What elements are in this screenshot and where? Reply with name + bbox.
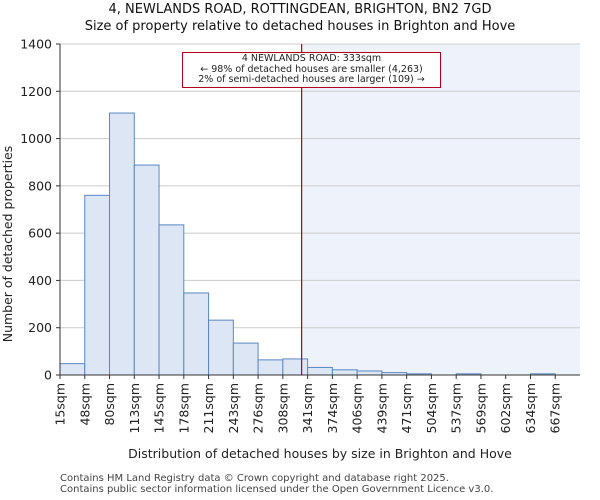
histogram-bar xyxy=(331,369,358,376)
histogram-bar xyxy=(84,194,111,376)
histogram-bar xyxy=(232,342,259,376)
x-tick-label: 406sqm xyxy=(350,383,365,433)
x-tick-label: 80sqm xyxy=(102,383,117,426)
x-tick-label: 374sqm xyxy=(325,383,340,433)
x-tick-label: 308sqm xyxy=(275,383,290,433)
x-tick-label: 602sqm xyxy=(498,383,513,433)
x-tick-label: 243sqm xyxy=(226,383,241,433)
annotation-box: 4 NEWLANDS ROAD: 333sqm ← 98% of detache… xyxy=(182,52,441,88)
x-tick-label: 569sqm xyxy=(473,383,488,433)
y-tick-label: 200 xyxy=(28,320,52,335)
histogram-bar xyxy=(158,224,185,376)
annotation-line-2: ← 98% of detached houses are smaller (4,… xyxy=(200,63,423,75)
y-tick-label: 1200 xyxy=(20,84,52,99)
y-tick-label: 600 xyxy=(28,226,52,241)
x-tick-label: 537sqm xyxy=(449,383,464,433)
x-tick-label: 178sqm xyxy=(176,383,191,433)
histogram-bar xyxy=(208,319,234,376)
x-tick-label: 439sqm xyxy=(374,383,389,433)
x-tick-label: 276sqm xyxy=(251,383,266,433)
y-tick-label: 1400 xyxy=(20,37,52,52)
x-tick-label: 211sqm xyxy=(201,383,216,433)
footer-copyright: Contains HM Land Registry data © Crown c… xyxy=(60,473,449,484)
annotation-line-3: 2% of semi-detached houses are larger (1… xyxy=(198,74,425,85)
footer-licence: Contains public sector information licen… xyxy=(60,484,494,495)
x-tick-label: 145sqm xyxy=(152,383,167,433)
chart-subtitle: Size of property relative to detached ho… xyxy=(84,19,516,34)
histogram-bar xyxy=(257,359,284,376)
x-tick-label: 48sqm xyxy=(77,383,92,426)
histogram-bar xyxy=(109,112,135,376)
x-tick-label: 667sqm xyxy=(548,383,563,433)
x-axis-label: Distribution of detached houses by size … xyxy=(128,446,512,461)
histogram-bar xyxy=(59,363,86,376)
y-tick-label: 1000 xyxy=(20,131,52,146)
y-tick-label: 800 xyxy=(28,178,52,193)
x-tick-label: 634sqm xyxy=(523,383,538,433)
histogram-bar xyxy=(356,370,383,376)
histogram-bar xyxy=(307,366,333,376)
annotation-line-1: 4 NEWLANDS ROAD: 333sqm xyxy=(241,53,382,64)
y-tick-label: 0 xyxy=(44,368,52,383)
histogram-bar xyxy=(183,292,210,376)
x-tick-label: 113sqm xyxy=(127,383,142,433)
x-tick-label: 15sqm xyxy=(53,383,68,426)
histogram-bar xyxy=(133,164,160,376)
highlight-region xyxy=(301,44,580,375)
x-tick-label: 504sqm xyxy=(424,383,439,433)
y-axis-label: Number of detached properties xyxy=(0,146,15,343)
chart-title: 4, NEWLANDS ROAD, ROTTINGDEAN, BRIGHTON,… xyxy=(108,2,492,17)
x-tick-label: 341sqm xyxy=(300,383,315,433)
x-tick-label: 471sqm xyxy=(399,383,414,433)
histogram-bar xyxy=(282,358,309,376)
y-tick-label: 400 xyxy=(28,273,52,288)
